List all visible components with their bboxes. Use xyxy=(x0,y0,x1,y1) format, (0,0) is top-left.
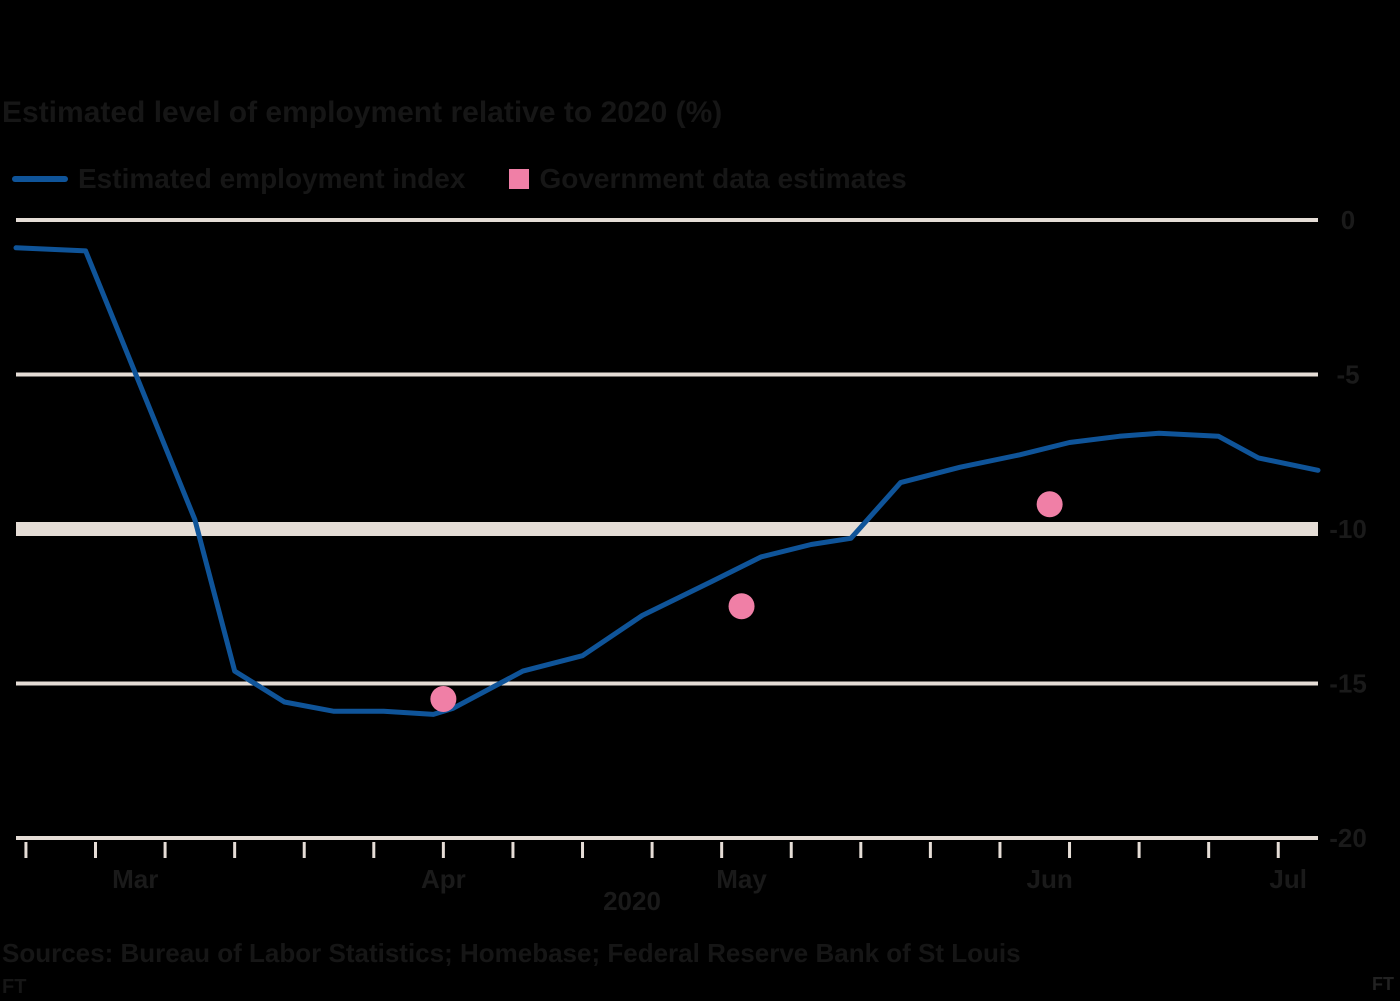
legend-label: Estimated employment index xyxy=(78,163,466,194)
ft-logo: FT xyxy=(1372,974,1394,994)
gridlines xyxy=(16,218,1318,840)
y-tick-label: -15 xyxy=(1329,669,1367,699)
y-tick-label: -20 xyxy=(1329,823,1367,853)
legend-line-swatch xyxy=(12,176,68,182)
x-tick-label: Mar xyxy=(112,864,158,894)
y-tick-label: -5 xyxy=(1336,360,1359,390)
government-estimate-point xyxy=(728,593,755,620)
legend-label: Government data estimates xyxy=(539,163,907,194)
employment-index-line xyxy=(13,245,1321,717)
x-tick-label: May xyxy=(716,864,767,894)
legend: Estimated employment index Government da… xyxy=(12,163,951,195)
government-estimate-point xyxy=(430,685,457,712)
x-tick-label: Jun xyxy=(1027,864,1073,894)
series-layer xyxy=(13,245,1321,717)
government-estimate-point xyxy=(1036,491,1063,518)
chart-source: Sources: Bureau of Labor Statistics; Hom… xyxy=(2,938,1021,968)
x-tick-label: Jul xyxy=(1269,864,1307,894)
legend-square-swatch xyxy=(509,169,530,189)
x-tick-label: Apr xyxy=(421,864,466,894)
line-chart: 0 -5 -10 -15 -20 Mar Apr May Jun Jul 2020 xyxy=(13,205,1367,916)
chart-title: Estimated level of employment relative t… xyxy=(2,96,723,129)
x-axis: Mar Apr May Jun Jul 2020 xyxy=(24,842,1307,916)
legend-item-government-estimates: Government data estimates xyxy=(509,163,907,195)
y-tick-label: 0 xyxy=(1341,205,1355,235)
x-year-label: 2020 xyxy=(603,886,661,916)
y-axis-tick-labels: 0 -5 -10 -15 -20 xyxy=(1329,205,1367,853)
chart-source-note: FT xyxy=(2,976,27,998)
y-tick-label: -10 xyxy=(1329,514,1367,544)
legend-item-employment-index: Estimated employment index xyxy=(12,163,465,195)
